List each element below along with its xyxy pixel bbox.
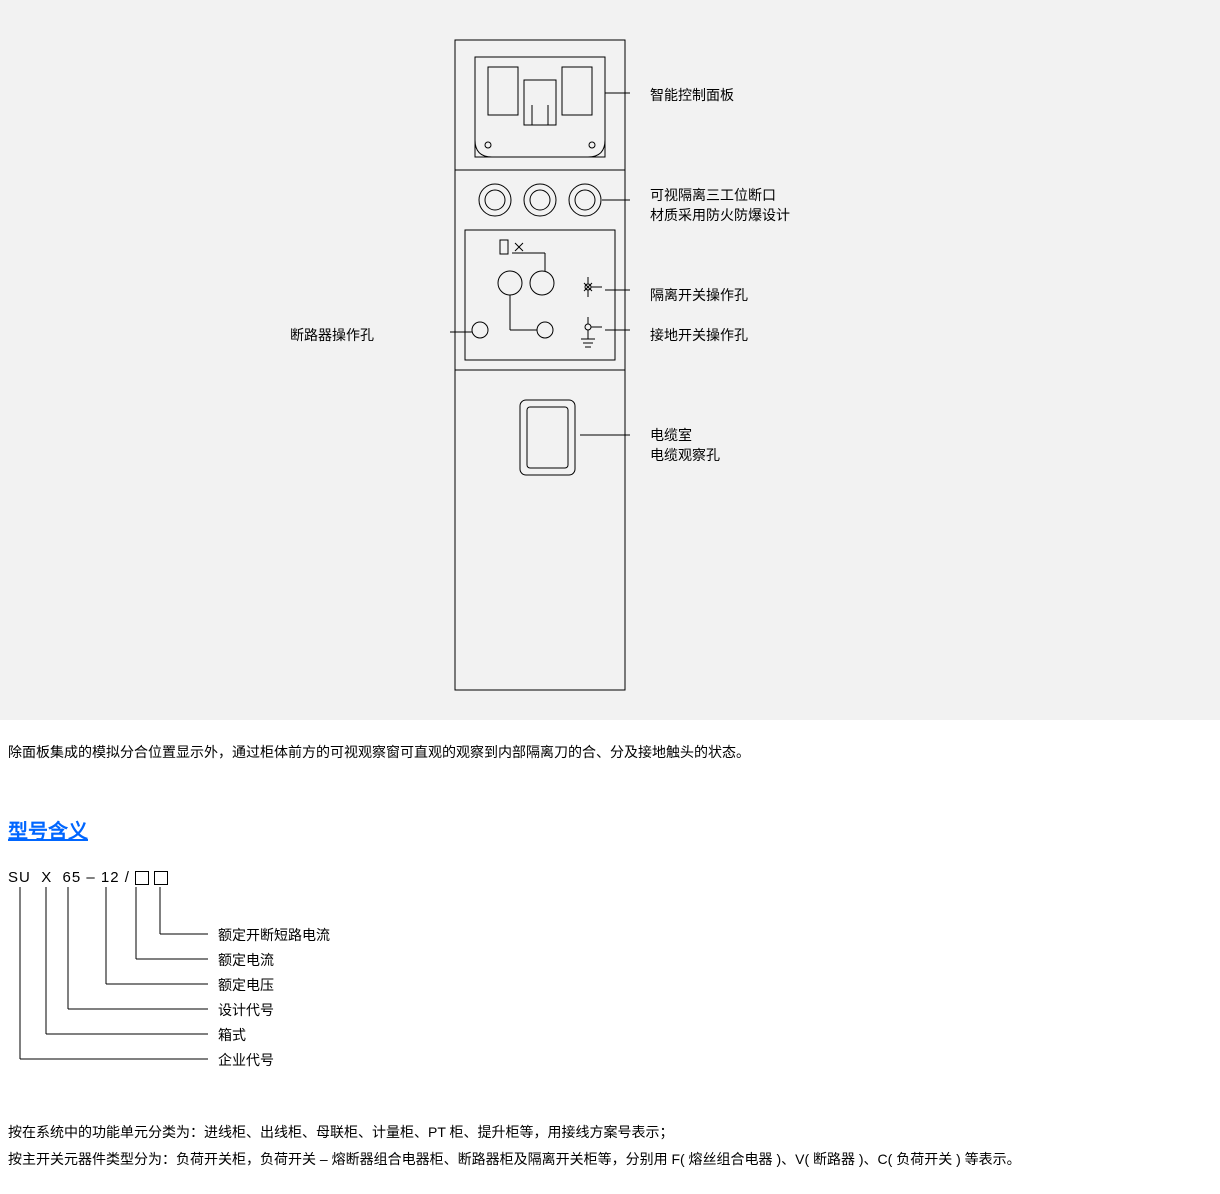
label-isolation-a: 可视隔离三工位断口 [650,185,776,205]
footer-text: 按在系统中的功能单元分类为：进线柜、出线柜、母联柜、计量柜、PT 柜、提升柜等，… [0,1109,1220,1182]
model-number-diagram: SU X 65 – 12 / 额定开断短路电流 额定电流 额定电压 设计代号 箱… [0,849,1220,1109]
label-breaker-hole: 断路器操作孔 [290,325,374,345]
model-exp-3: 设计代号 [218,1000,274,1020]
footer-line-1: 按主开关元器件类型分为：负荷开关柜，负荷开关 – 熔断器组合电器柜、断路器柜及隔… [8,1146,1212,1173]
model-code-row: SU X 65 – 12 / [8,869,168,886]
model-exp-4: 箱式 [218,1025,246,1045]
model-exp-2: 额定电压 [218,975,274,995]
model-exp-1: 额定电流 [218,950,274,970]
cabinet-svg [450,35,630,695]
description-text: 除面板集成的模拟分合位置显示外，通过柜体前方的可视观察窗可直观的观察到内部隔离刀… [0,720,1220,775]
label-control-panel: 智能控制面板 [650,85,734,105]
model-exp-0: 额定开断短路电流 [218,925,330,945]
label-isolator-switch-hole: 隔离开关操作孔 [650,285,748,305]
label-ground-switch-hole: 接地开关操作孔 [650,325,748,345]
model-part-65: 65 [63,869,82,886]
model-part-12: 12 [101,869,120,886]
footer-line-0: 按在系统中的功能单元分类为：进线柜、出线柜、母联柜、计量柜、PT 柜、提升柜等，… [8,1119,1212,1146]
label-cable-room-b: 电缆观察孔 [650,445,720,465]
model-part-x: X [41,869,52,886]
label-isolation-b: 材质采用防火防爆设计 [650,205,790,225]
model-dash: – [86,869,95,886]
label-cable-room-a: 电缆室 [650,425,692,445]
model-bracket-svg [8,887,408,1117]
cabinet-diagram-section: 断路器操作孔 智能控制面板 可视隔离三工位断口 材质采用防火防爆设计 隔离开关操… [0,0,1220,720]
model-part-su: SU [8,869,31,886]
model-slash: / [125,869,130,886]
model-box-1 [135,871,149,885]
section-title-model: 型号含义 [0,775,1220,849]
model-exp-5: 企业代号 [218,1050,274,1070]
model-box-2 [154,871,168,885]
